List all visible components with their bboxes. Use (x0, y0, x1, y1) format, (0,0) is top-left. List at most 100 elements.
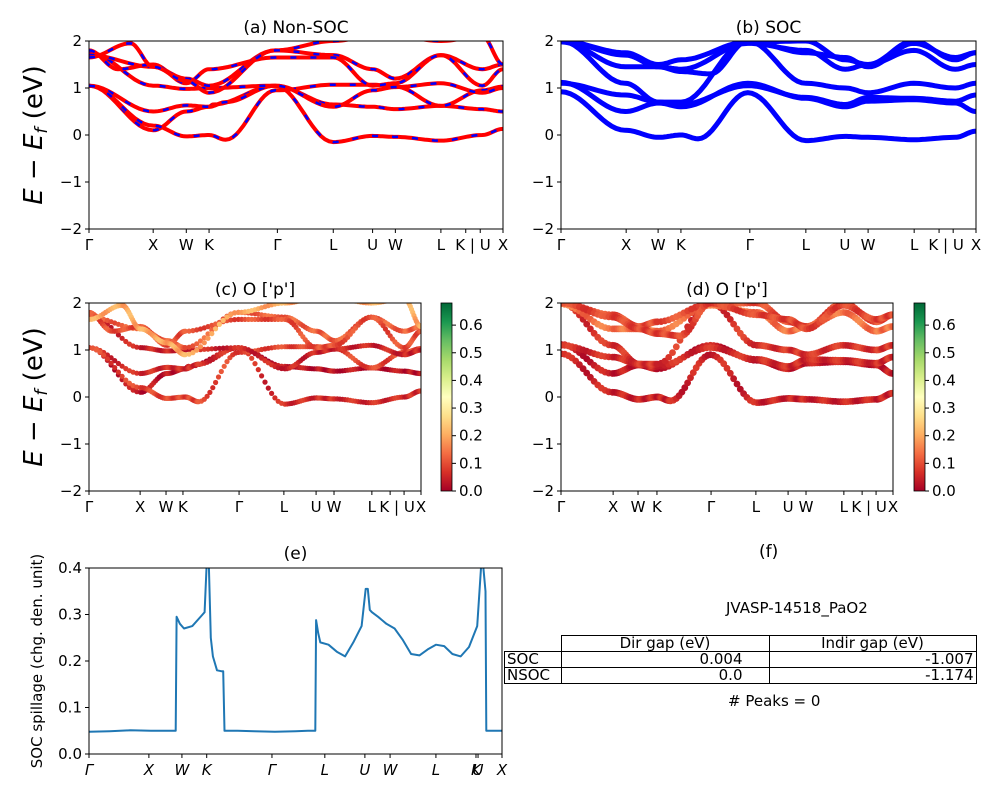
band-point (348, 298, 353, 303)
band-point (232, 345, 238, 351)
band-point (687, 374, 694, 382)
band-point (213, 326, 219, 332)
band-point (730, 375, 737, 383)
y-tick-label: 0.1 (58, 699, 82, 717)
x-tick-label: L (910, 236, 919, 254)
y-axis-label-row1-text: E − Ef (eV) (19, 65, 52, 205)
y-tick-label: 2 (544, 32, 554, 50)
band-point (395, 296, 400, 301)
band-point (320, 296, 325, 301)
band-point (205, 331, 211, 337)
x-tick-label: W (159, 498, 174, 516)
band-line (561, 89, 976, 144)
y-tick-label: 1 (72, 79, 82, 97)
x-tick-label: Γ (557, 498, 566, 516)
band-point (319, 296, 324, 301)
x-tick-label: Γ (746, 236, 755, 254)
y-tick-label: 0.2 (58, 652, 82, 670)
colorbar-tick-label: 0.3 (459, 399, 483, 417)
band-point (324, 296, 329, 301)
band-point (689, 369, 697, 376)
y-axis-label-e-text: SOC spillage (chg. den. unit) (28, 554, 46, 769)
colorbar-tick-label: 0.4 (459, 371, 483, 389)
x-tick-label: Γ (707, 498, 716, 516)
x-tick-label: X (148, 236, 158, 254)
band-point (390, 297, 395, 302)
colorbar-tick-label: 0.5 (932, 344, 956, 362)
band-point (331, 296, 336, 301)
band-point (182, 345, 188, 351)
band-point (224, 359, 230, 365)
panel-title-d: (d) O ['p'] (686, 280, 768, 300)
x-tick-label: K (178, 498, 189, 516)
panel-title-a: (a) Non-SOC (243, 18, 348, 38)
y-axis-label-e: SOC spillage (chg. den. unit) (28, 554, 46, 769)
x-tick-label: W (383, 761, 399, 779)
band-point (351, 303, 354, 304)
band-point (207, 389, 213, 395)
band-point (418, 328, 421, 334)
band-point (404, 297, 409, 302)
band-point (305, 297, 310, 302)
band-point (328, 296, 333, 301)
band-point (343, 297, 348, 302)
band-point (345, 297, 350, 302)
x-tick-label: L (329, 236, 338, 254)
colorbar-tick-label: 0.1 (932, 454, 956, 472)
y-tick-label: −2 (60, 220, 82, 238)
band-point (204, 393, 210, 399)
band-point (201, 346, 207, 352)
x-tick-label: U (311, 498, 322, 516)
x-tick-label: U (367, 236, 378, 254)
x-tick-label: K | U (379, 498, 414, 516)
band-point (726, 369, 734, 377)
x-tick-label: X (416, 498, 426, 516)
band-point (209, 346, 215, 352)
band-point (730, 320, 737, 328)
x-tick-label: L (321, 761, 329, 779)
x-tick-label: L (432, 761, 440, 779)
band-point (228, 317, 234, 323)
band-point (126, 380, 132, 386)
x-tick-label: U (473, 761, 484, 779)
band-point (221, 363, 227, 369)
band-point (323, 296, 328, 301)
y-axis-label-row2-text: E − Ef (eV) (19, 327, 52, 467)
y-tick-label: 2 (72, 32, 82, 50)
x-tick-label: K (676, 236, 687, 254)
y-tick-label: 1 (544, 79, 554, 97)
plot-area-c (89, 296, 421, 407)
y-tick-label: 0 (544, 388, 554, 406)
y-tick-label: −2 (532, 220, 554, 238)
panel-title-c: (c) O ['p'] (215, 280, 295, 300)
band-point (232, 310, 238, 316)
band-point (332, 296, 337, 301)
band-point (330, 296, 335, 301)
band-point (665, 354, 673, 361)
band-point (115, 369, 121, 375)
y-tick-label: 0.3 (58, 606, 82, 624)
table-cell-dir-gap: 0.0 (560, 667, 770, 684)
x-tick-label: X (143, 761, 155, 779)
y-tick-label: 2 (544, 294, 554, 312)
y-axis-label-row2: E − Ef (eV) (19, 327, 52, 467)
band-point (327, 296, 332, 301)
x-tick-label: U (359, 761, 370, 779)
band-point (216, 345, 222, 351)
x-tick-label: Γ (557, 236, 566, 254)
band-point (312, 296, 317, 301)
band-point (262, 379, 268, 385)
x-tick-label: X (971, 236, 981, 254)
band-point (315, 296, 320, 301)
band-point (418, 347, 421, 353)
x-tick-label: U (783, 498, 794, 516)
band-point (726, 316, 734, 323)
axes-frame-e (88, 567, 503, 755)
x-tick-label: X (621, 236, 631, 254)
band-point (269, 390, 275, 396)
band-point (318, 296, 323, 301)
band-point (583, 320, 591, 328)
y-tick-label: 1 (72, 341, 82, 359)
table-header-row: Dir gap (eV) Indir gap (eV) (505, 635, 977, 652)
band-point (314, 296, 319, 301)
